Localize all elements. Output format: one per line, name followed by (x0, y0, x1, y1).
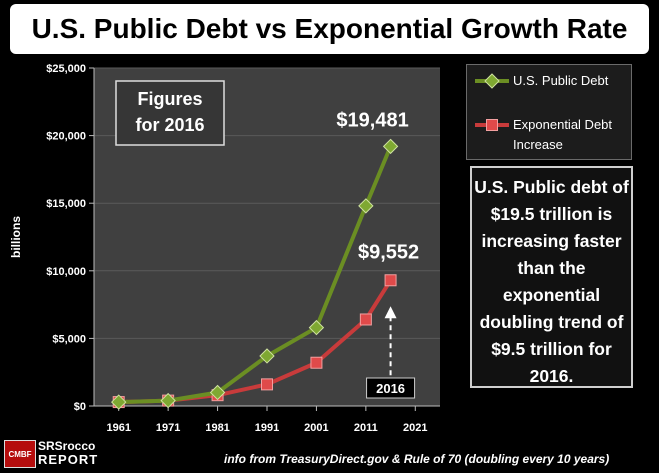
legend-swatches (475, 73, 509, 131)
y-tick-label: $20,000 (46, 131, 86, 143)
data-point-public-debt (160, 392, 176, 409)
data-point-public-debt (382, 138, 399, 155)
annotation-year-box (366, 377, 416, 399)
x-tick-label: 2011 (354, 422, 378, 434)
data-point-exponential (310, 356, 323, 369)
data-point-public-debt (111, 394, 127, 410)
figures-label-line1: Figures (137, 89, 202, 109)
y-axis-label: billions (9, 216, 23, 258)
x-tick-label: 2021 (403, 422, 427, 434)
title-box: U.S. Public Debt vs Exponential Growth R… (10, 4, 649, 54)
y-tick-label: $25,000 (46, 63, 86, 75)
data-point-public-debt (358, 198, 374, 214)
legend: U.S. Public Debt Exponential Debt Increa… (466, 64, 632, 160)
logo-badge: CMBF (4, 440, 36, 468)
data-point-public-debt (308, 319, 325, 336)
chart-title: U.S. Public Debt vs Exponential Growth R… (31, 13, 628, 44)
annotation-exponential-value: $9,552 (358, 241, 419, 263)
logo-line2: REPORT (38, 452, 99, 467)
y-tick-label: $15,000 (46, 198, 86, 210)
legend-label-exponential: Exponential Debt Increase (513, 117, 613, 152)
logo-text: SRSrocco REPORT (38, 439, 99, 467)
y-tick-label: $5,000 (52, 333, 86, 345)
figures-label-line2: for 2016 (135, 115, 204, 135)
y-tick-label: $10,000 (46, 266, 86, 278)
logo: CMBF SRSrocco REPORT (4, 438, 140, 470)
logo-line1: SRSrocco (38, 439, 96, 453)
legend-marker-exponential (486, 119, 498, 131)
x-tick-label: 2001 (304, 422, 328, 434)
data-point-exponential (384, 274, 397, 287)
x-tick-label: 1971 (156, 422, 180, 434)
x-tick-label: 1961 (106, 422, 130, 434)
x-tick-label: 1981 (205, 422, 229, 434)
figures-box: Figures for 2016 (115, 80, 225, 146)
data-point-public-debt (209, 384, 226, 401)
annotation-year-label: 2016 (376, 381, 405, 396)
data-point-exponential (359, 313, 372, 326)
legend-label-public-debt: U.S. Public Debt (513, 73, 609, 88)
annotation-arrow-head (384, 306, 397, 319)
info-box: U.S. Public debt of $19.5 trillion is in… (470, 166, 633, 388)
data-point-public-debt (259, 348, 275, 364)
y-tick-label: $0 (74, 401, 86, 413)
figures-box-frame (115, 80, 225, 146)
x-tick-label: 1991 (255, 422, 279, 434)
source-note: info from TreasuryDirect.gov & Rule of 7… (224, 452, 610, 466)
annotation-public-debt-value: $19,481 (336, 109, 408, 131)
data-point-exponential (261, 378, 273, 391)
legend-marker-public-debt (484, 73, 500, 89)
